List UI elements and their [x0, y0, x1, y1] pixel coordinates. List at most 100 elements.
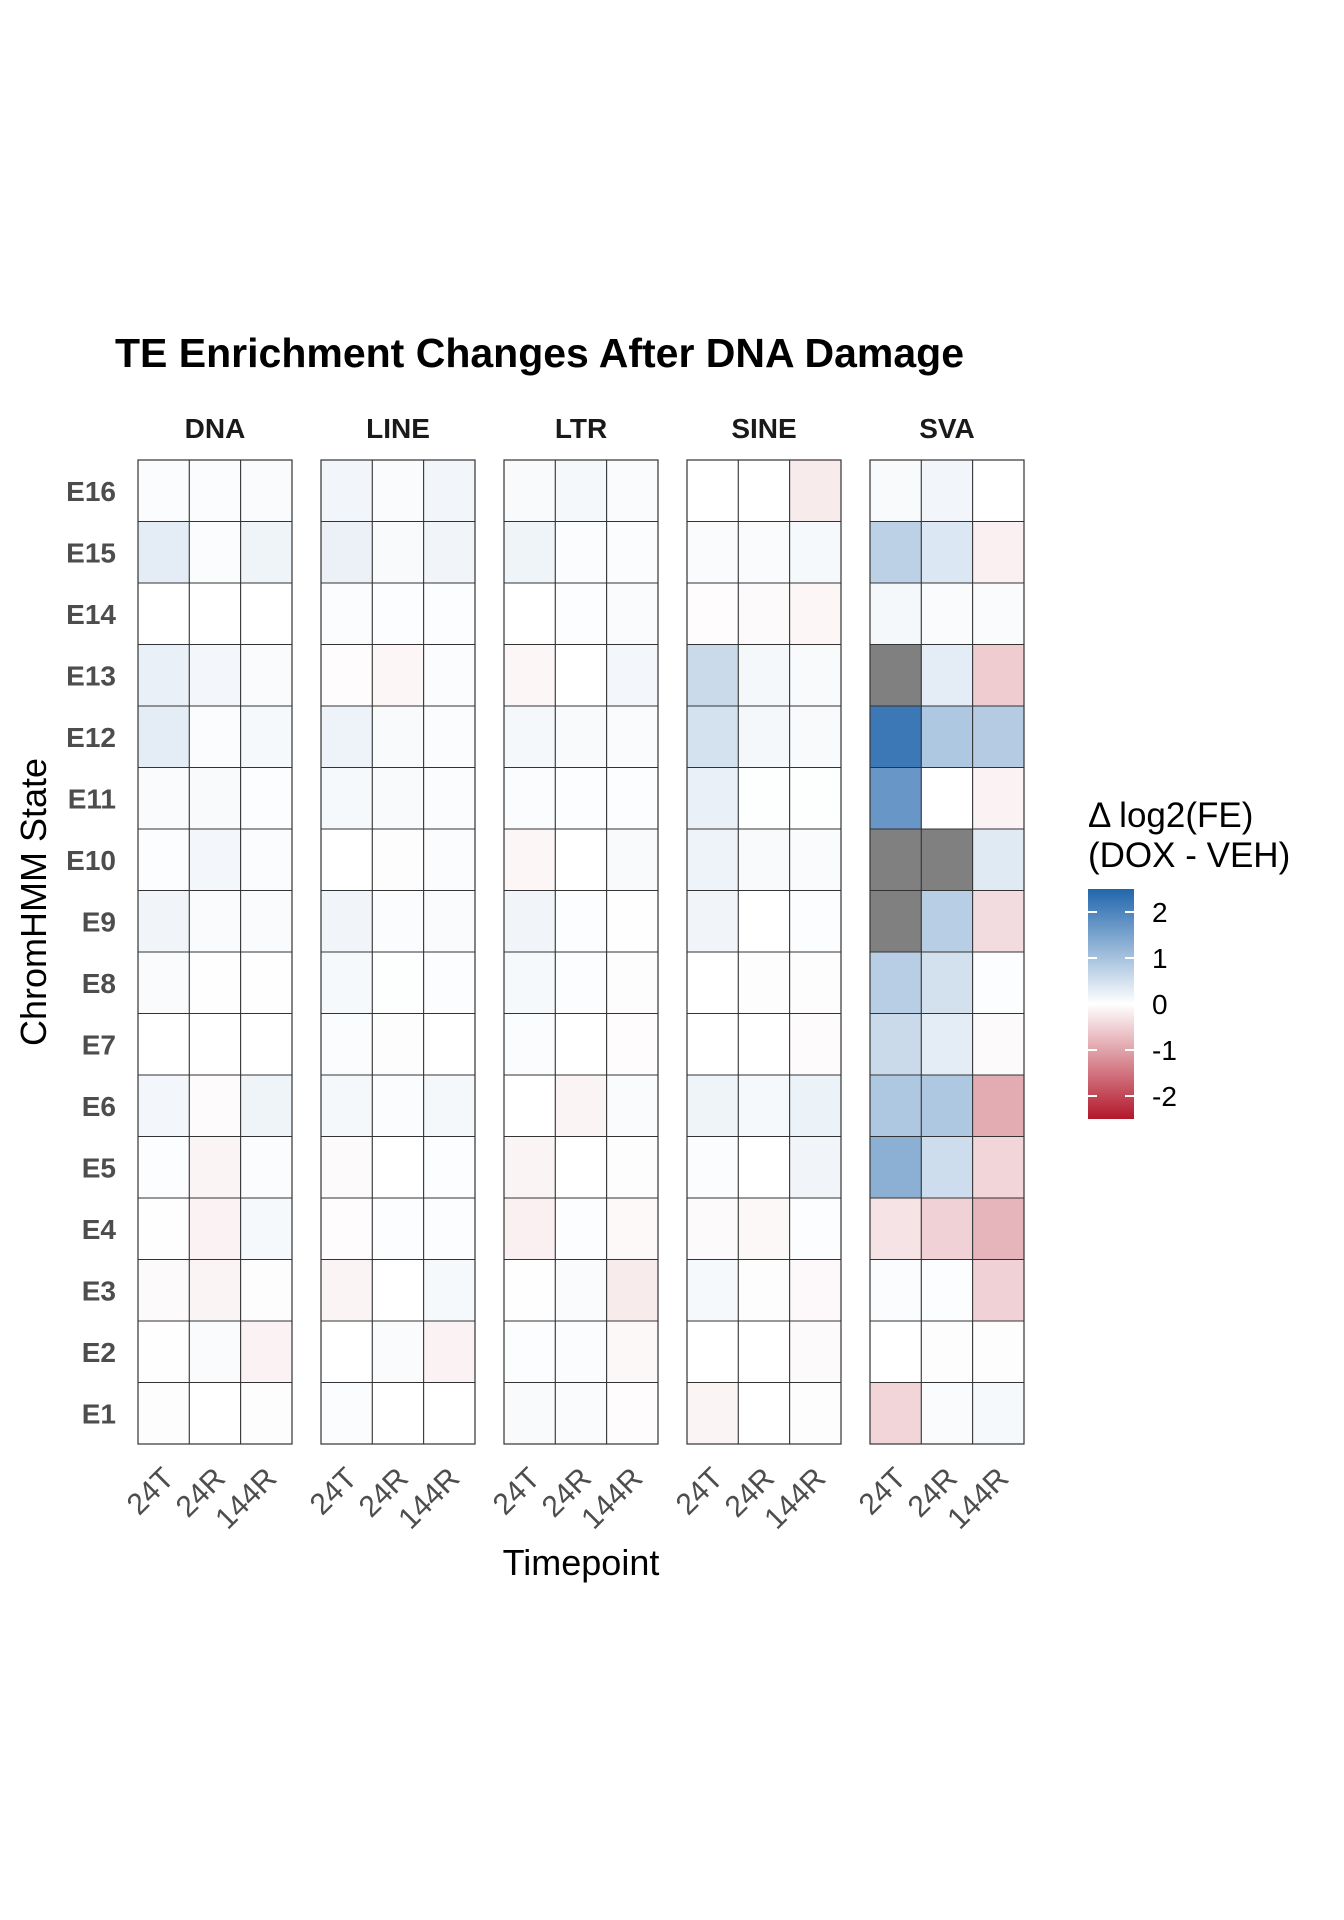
heatmap-cell-line-e10-144r: [423, 828, 476, 891]
heatmap-cell-sine-e10-144r: [789, 828, 842, 891]
facet-label-sine: SINE: [731, 413, 796, 444]
heatmap-cell-sva-e10-24r: [920, 828, 974, 891]
heatmap-cell-sva-e12-24t: [869, 705, 922, 768]
heatmap-cell-sva-e9-144r: [972, 890, 1025, 953]
heatmap-cell-line-e6-24t: [320, 1074, 373, 1137]
legend-tick-label: 1: [1152, 943, 1168, 974]
legend-tick-label: -1: [1152, 1035, 1177, 1066]
facet-label-ltr: LTR: [555, 413, 607, 444]
heatmap-cell-sva-e15-24r: [920, 521, 974, 584]
heatmap-cell-sva-e2-24r: [920, 1320, 974, 1383]
heatmap-cell-dna-e11-24t: [137, 767, 190, 830]
heatmap-cell-dna-e10-144r: [240, 828, 293, 891]
heatmap-cell-line-e1-24r: [371, 1382, 425, 1445]
color-legend: Δ log2(FE) (DOX - VEH) 2 1 0 -1 -2: [1088, 796, 1290, 1119]
heatmap-cell-sine-e9-24r: [737, 890, 791, 953]
heatmap-cell-ltr-e4-24r: [554, 1197, 608, 1260]
heatmap-cell-sine-e5-24t: [686, 1136, 739, 1199]
heatmap-cell-line-e13-24r: [371, 644, 425, 707]
heatmap-cell-ltr-e5-24r: [554, 1136, 608, 1199]
heatmap-cell-sine-e12-24t: [686, 705, 739, 768]
heatmap-cell-ltr-e10-24r: [554, 828, 608, 891]
heatmap-cell-line-e11-24t: [320, 767, 373, 830]
heatmap-cell-ltr-e11-144r: [606, 767, 659, 830]
heatmap-cell-dna-e9-24t: [137, 890, 190, 953]
heatmap-cell-dna-e12-24t: [137, 705, 190, 768]
heatmap-cell-dna-e6-144r: [240, 1074, 293, 1137]
heatmap-cell-sva-e5-24r: [920, 1136, 974, 1199]
heatmap-cell-dna-e6-24r: [188, 1074, 242, 1137]
heatmap-cell-sva-e16-24t: [869, 459, 922, 522]
heatmap-cell-dna-e15-144r: [240, 521, 293, 584]
heatmap-cell-line-e3-24r: [371, 1259, 425, 1322]
x-tick-label-line-24t: 24T: [304, 1462, 364, 1522]
heatmap-cell-dna-e7-144r: [240, 1013, 293, 1076]
heatmap-cell-line-e9-144r: [423, 890, 476, 953]
y-tick-label-e8: E8: [82, 968, 116, 999]
heatmap-cell-dna-e3-24t: [137, 1259, 190, 1322]
heatmap-cell-ltr-e1-24t: [503, 1382, 556, 1445]
heatmap-cell-ltr-e3-24r: [554, 1259, 608, 1322]
y-tick-label-e9: E9: [82, 906, 116, 937]
heatmap-cell-ltr-e15-24r: [554, 521, 608, 584]
heatmap-cell-ltr-e2-24t: [503, 1320, 556, 1383]
x-tick-label-sine-24t: 24T: [670, 1462, 730, 1522]
heatmap-cell-line-e10-24t: [320, 828, 373, 891]
heatmap-cell-dna-e4-144r: [240, 1197, 293, 1260]
heatmap-cell-ltr-e16-24r: [554, 459, 608, 522]
heatmap-cell-dna-e13-144r: [240, 644, 293, 707]
heatmap-cell-line-e13-144r: [423, 644, 476, 707]
heatmap-cell-dna-e14-24r: [188, 582, 242, 645]
heatmap-cell-sine-e13-24t: [686, 644, 739, 707]
heatmap-cell-ltr-e8-24t: [503, 951, 556, 1014]
x-axis-title: Timepoint: [503, 1542, 660, 1583]
heatmap-cell-line-e2-144r: [423, 1320, 476, 1383]
heatmap-cell-dna-e1-24r: [188, 1382, 242, 1445]
heatmap-cell-sine-e1-144r: [789, 1382, 842, 1445]
heatmap-cell-sva-e6-144r: [972, 1074, 1025, 1137]
heatmap-cell-ltr-e13-144r: [606, 644, 659, 707]
heatmap-cell-dna-e1-144r: [240, 1382, 293, 1445]
heatmap-cell-sine-e7-24r: [737, 1013, 791, 1076]
heatmap-cell-ltr-e9-144r: [606, 890, 659, 953]
heatmap-cell-line-e14-24t: [320, 582, 373, 645]
y-tick-label-e16: E16: [66, 476, 116, 507]
heatmap-cell-sine-e10-24r: [737, 828, 791, 891]
y-axis-title: ChromHMM State: [13, 758, 54, 1046]
heatmap-cell-sva-e3-144r: [972, 1259, 1025, 1322]
heatmap-cell-ltr-e3-24t: [503, 1259, 556, 1322]
y-tick-label-e3: E3: [82, 1275, 116, 1306]
heatmap-cell-ltr-e2-144r: [606, 1320, 659, 1383]
heatmap-cell-ltr-e16-144r: [606, 459, 659, 522]
heatmap-cell-sva-e3-24r: [920, 1259, 974, 1322]
heatmap-cell-sine-e15-144r: [789, 521, 842, 584]
x-tick-label-sva-24t: 24T: [853, 1462, 913, 1522]
heatmap-cell-line-e16-24t: [320, 459, 373, 522]
heatmap-cell-sine-e9-144r: [789, 890, 842, 953]
heatmap-cell-dna-e16-144r: [240, 459, 293, 522]
heatmap-cell-ltr-e1-24r: [554, 1382, 608, 1445]
heatmap-cell-sva-e8-144r: [972, 951, 1025, 1014]
heatmap-cell-sva-e6-24r: [920, 1074, 974, 1137]
heatmap-cell-dna-e5-24r: [188, 1136, 242, 1199]
y-tick-label-e2: E2: [82, 1337, 116, 1368]
heatmap-cell-ltr-e11-24r: [554, 767, 608, 830]
facet-panels: E16 E15 E14 E13 E12 E11 E10 E9 E8 E7 E6 E5 E4 E3 E2 E1 D…: [66, 413, 1025, 1536]
heatmap-cell-sine-e14-144r: [789, 582, 842, 645]
heatmap-cell-dna-e16-24r: [188, 459, 242, 522]
x-tick-label-sva-144r: 144R: [941, 1462, 1015, 1536]
heatmap-cell-sva-e15-24t: [869, 521, 922, 584]
heatmap-cell-line-e11-24r: [371, 767, 425, 830]
y-tick-label-e12: E12: [66, 722, 116, 753]
heatmap-cell-sine-e4-24t: [686, 1197, 739, 1260]
heatmap-cell-sva-e4-144r: [972, 1197, 1025, 1260]
heatmap-cell-dna-e15-24t: [137, 521, 190, 584]
heatmap-cell-ltr-e11-24t: [503, 767, 556, 830]
heatmap-cell-sva-e3-24t: [869, 1259, 922, 1322]
heatmap-cell-sva-e8-24t: [869, 951, 922, 1014]
heatmap-cell-dna-e3-144r: [240, 1259, 293, 1322]
heatmap-cell-sine-e2-144r: [789, 1320, 842, 1383]
chart-title: TE Enrichment Changes After DNA Damage: [115, 330, 964, 376]
heatmap-cell-sva-e12-24r: [920, 705, 974, 768]
heatmap-cell-sva-e13-24r: [920, 644, 974, 707]
